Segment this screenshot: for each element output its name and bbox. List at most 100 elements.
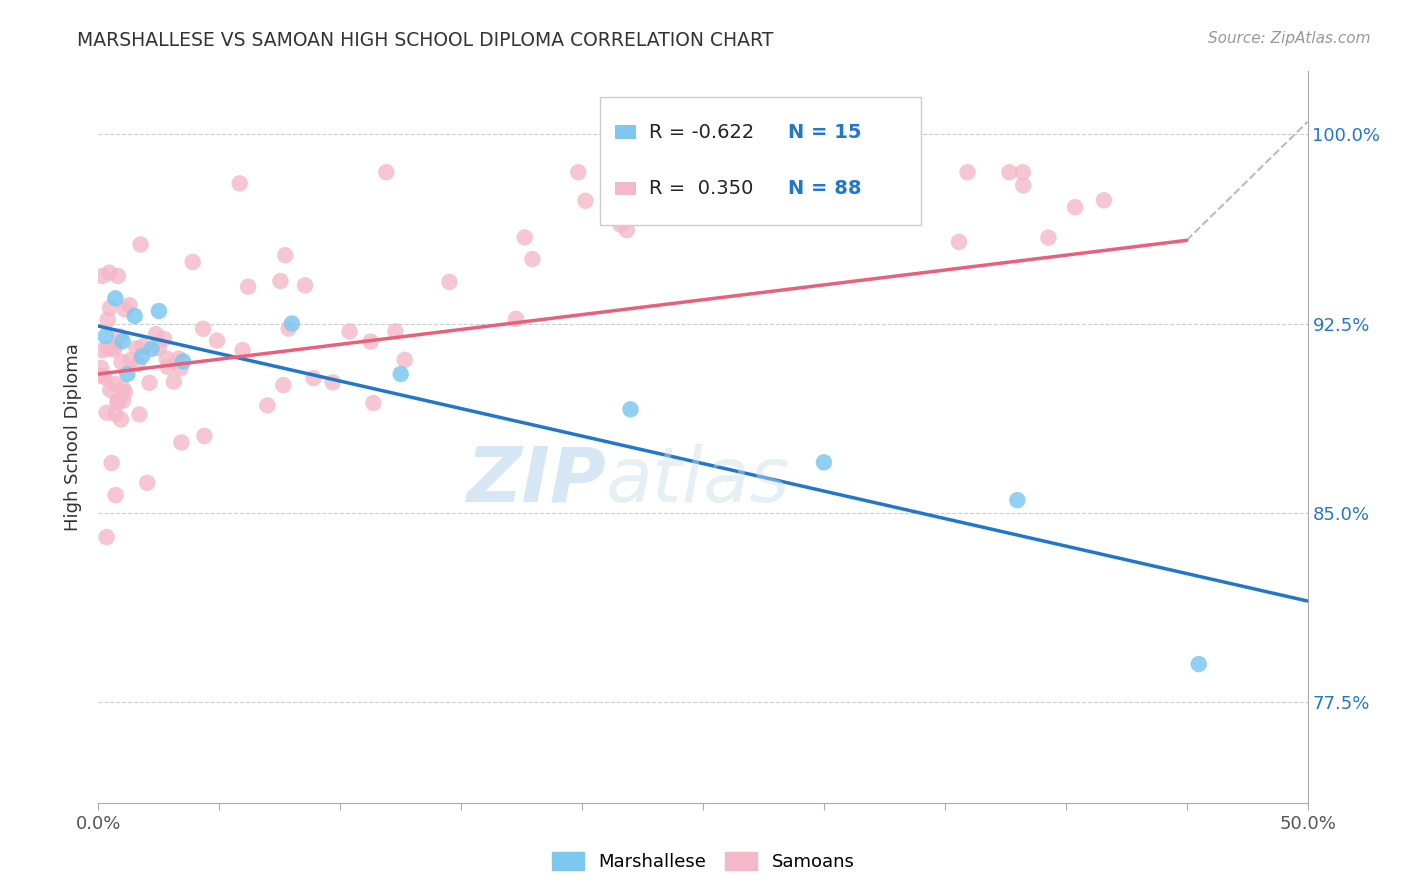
Point [302, 371, 325, 385]
Point [96, 530, 118, 544]
Point [145, 327, 167, 342]
Point [125, 341, 148, 355]
Point [107, 395, 129, 409]
Point [129, 237, 152, 252]
Point [339, 325, 361, 339]
Point [148, 341, 170, 355]
Point [273, 378, 295, 392]
Point [110, 355, 132, 369]
Point [100, 456, 122, 470]
Text: R =  0.350: R = 0.350 [648, 179, 754, 198]
Point [768, 175, 790, 189]
Point [228, 177, 250, 191]
Point [163, 375, 186, 389]
Point [98, 301, 121, 315]
Point [956, 165, 979, 179]
Point [132, 339, 155, 353]
Point [522, 252, 544, 266]
Point [170, 435, 193, 450]
Point [104, 488, 127, 502]
Point [148, 304, 170, 318]
Point [1012, 178, 1035, 193]
Point [375, 165, 398, 179]
Point [136, 475, 159, 490]
Text: MARSHALLESE VS SAMOAN HIGH SCHOOL DIPLOMA CORRELATION CHART: MARSHALLESE VS SAMOAN HIGH SCHOOL DIPLOM… [77, 31, 773, 50]
Point [948, 235, 970, 249]
Point [513, 230, 536, 244]
Point [172, 354, 194, 368]
Point [759, 183, 782, 197]
Point [1038, 230, 1060, 244]
Text: N = 15: N = 15 [787, 122, 860, 142]
Point [98, 383, 121, 397]
Point [1007, 493, 1029, 508]
Point [107, 393, 129, 408]
Point [96, 406, 118, 420]
Point [111, 382, 134, 396]
Point [131, 350, 153, 364]
Y-axis label: High School Diploma: High School Diploma [65, 343, 83, 531]
Point [1188, 657, 1211, 671]
Point [111, 334, 134, 349]
Point [107, 268, 129, 283]
Point [274, 248, 297, 262]
Point [169, 361, 191, 376]
Point [153, 332, 176, 346]
Point [110, 412, 132, 426]
Point [97, 313, 120, 327]
Point [1092, 194, 1115, 208]
Point [384, 325, 406, 339]
Point [193, 429, 215, 443]
Point [90, 368, 112, 383]
Text: N = 88: N = 88 [787, 179, 860, 198]
Point [103, 343, 125, 357]
Point [787, 175, 810, 189]
Point [114, 302, 136, 317]
Point [104, 340, 127, 354]
Point [439, 275, 461, 289]
Point [181, 255, 204, 269]
Point [128, 408, 150, 422]
Point [120, 353, 142, 368]
Point [574, 194, 596, 208]
Point [91, 343, 114, 358]
Point [394, 352, 416, 367]
Text: R = -0.622: R = -0.622 [648, 122, 754, 142]
Point [91, 268, 114, 283]
Point [616, 223, 638, 237]
Point [269, 274, 291, 288]
Point [114, 385, 136, 400]
Text: ZIP: ZIP [467, 444, 606, 518]
Point [609, 218, 631, 232]
Point [117, 367, 139, 381]
Point [93, 370, 115, 384]
Point [256, 399, 278, 413]
Point [124, 309, 146, 323]
Point [641, 179, 664, 194]
Point [118, 298, 141, 312]
Point [156, 359, 179, 374]
Point [94, 329, 117, 343]
Point [156, 351, 179, 366]
Point [141, 342, 163, 356]
Legend: Marshallese, Samoans: Marshallese, Samoans [544, 845, 862, 879]
Point [97, 342, 120, 356]
Point [813, 455, 835, 469]
Point [1064, 200, 1087, 214]
Text: Source: ZipAtlas.com: Source: ZipAtlas.com [1208, 31, 1371, 46]
Point [281, 317, 304, 331]
Point [277, 321, 299, 335]
Point [389, 367, 412, 381]
Point [104, 376, 127, 391]
Point [138, 376, 160, 390]
FancyBboxPatch shape [614, 126, 637, 138]
Point [205, 334, 228, 348]
Point [363, 396, 385, 410]
Point [567, 165, 589, 179]
Point [770, 165, 793, 179]
Point [360, 334, 382, 349]
Point [322, 376, 344, 390]
Point [127, 357, 149, 371]
Point [104, 407, 127, 421]
Text: atlas: atlas [606, 444, 790, 518]
